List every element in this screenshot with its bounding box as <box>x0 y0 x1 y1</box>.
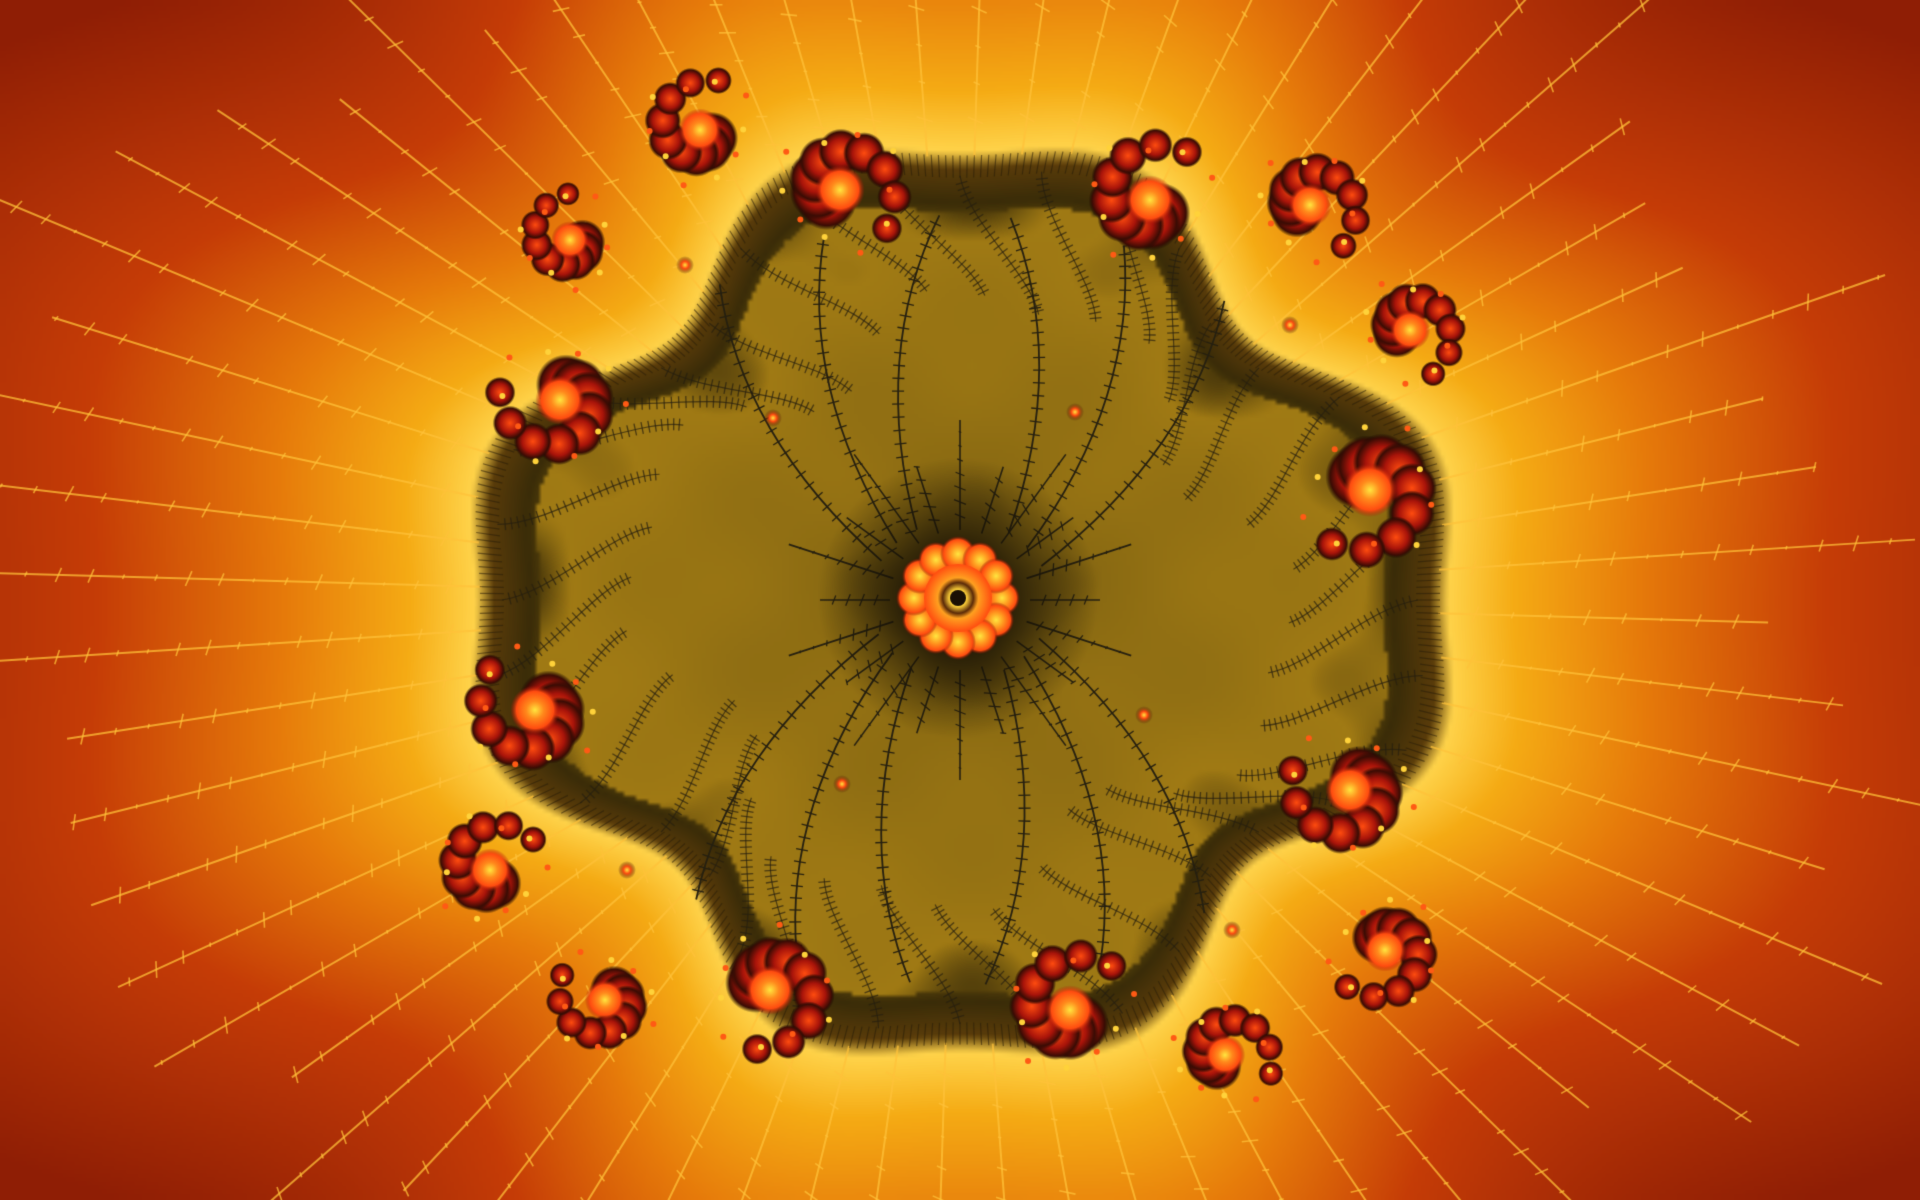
fractal-image <box>0 0 1920 1200</box>
